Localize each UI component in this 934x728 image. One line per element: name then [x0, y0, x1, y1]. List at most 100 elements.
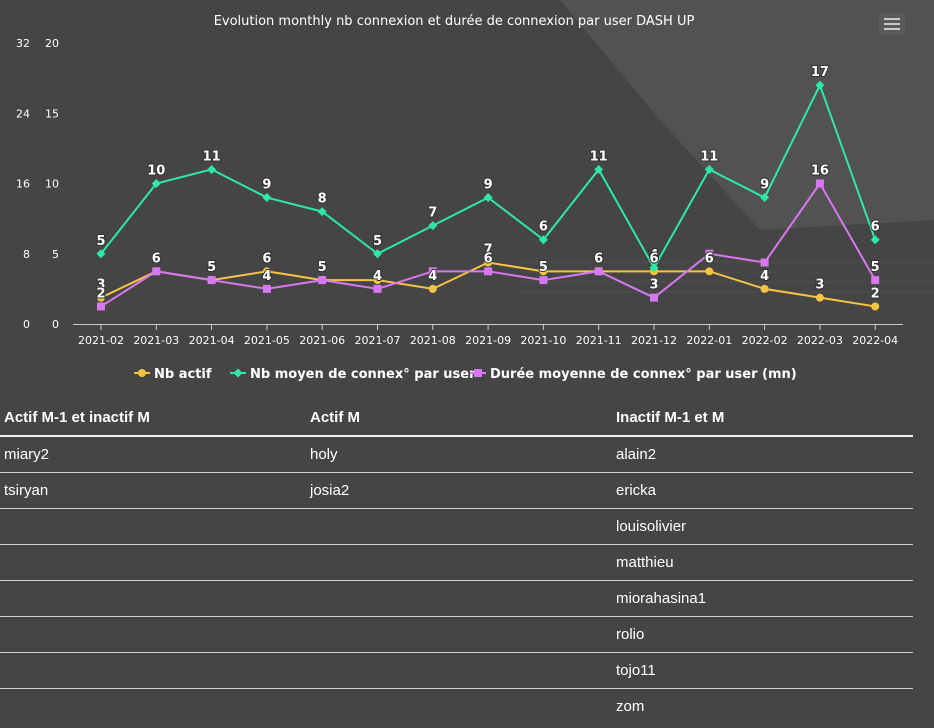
y-tick-label-right: 0 — [52, 318, 59, 331]
x-tick-label: 2021-04 — [189, 334, 235, 347]
point-square-marker — [760, 258, 769, 267]
left-y-axis: 0 8 16 24 32 — [16, 37, 30, 331]
data-label: 4 — [760, 269, 769, 284]
point-circle-marker — [262, 267, 271, 276]
data-label: 6 — [705, 251, 714, 266]
data-label: 5 — [318, 260, 327, 275]
table-cell: rolio — [612, 616, 913, 653]
data-label: 4 — [428, 269, 437, 284]
data-label: 6 — [871, 220, 880, 235]
legend-label: Nb moyen de connex° par user — [250, 367, 476, 382]
table-row: louisolivier — [0, 508, 913, 545]
point-diamond-marker — [538, 235, 548, 245]
table-cell: miary2 — [0, 436, 306, 473]
point-circle-marker — [760, 284, 769, 293]
x-tick-label: 2022-04 — [852, 334, 898, 347]
chart-menu-button[interactable] — [879, 13, 905, 35]
right-y-axis: 0 5 10 15 20 — [45, 37, 59, 331]
series-line — [100, 82, 877, 270]
users-table: Actif M-1 et inactif M Actif M Inactif M… — [0, 400, 913, 724]
x-tick-label: 2021-10 — [520, 334, 566, 347]
data-label: 6 — [649, 251, 658, 266]
data-label: 11 — [700, 149, 718, 164]
table-cell — [0, 544, 306, 581]
point-diamond-marker — [870, 235, 880, 245]
table-row: miorahasina1 — [0, 580, 913, 617]
point-diamond-marker — [207, 164, 217, 174]
data-label: 2 — [96, 286, 105, 301]
data-label: 7 — [428, 206, 437, 221]
point-diamond-marker — [760, 193, 770, 203]
point-circle-marker — [705, 267, 714, 276]
table-cell: tojo11 — [612, 652, 913, 689]
point-diamond-marker — [428, 221, 438, 231]
table-cell: alain2 — [612, 436, 913, 473]
point-diamond-marker — [594, 164, 604, 174]
point-circle-marker — [428, 284, 437, 293]
data-label: 5 — [96, 234, 105, 249]
point-circle-marker — [484, 258, 493, 267]
point-square-marker — [705, 249, 714, 258]
data-label: 10 — [147, 164, 165, 179]
table-cell — [306, 689, 612, 725]
data-label: 4 — [262, 269, 271, 284]
data-label: 3 — [649, 278, 658, 293]
column-header: Actif M — [306, 400, 612, 437]
x-tick-label: 2022-02 — [742, 334, 788, 347]
x-tick-label: 2021-07 — [355, 334, 401, 347]
point-square-marker — [428, 267, 437, 276]
legend-item[interactable]: Nb moyen de connex° par user — [230, 367, 476, 382]
y-tick-label-right: 5 — [52, 248, 59, 261]
y-tick-label-right: 15 — [45, 107, 59, 120]
data-label: 17 — [811, 65, 829, 80]
data-label: 5 — [373, 234, 382, 249]
table-cell: miorahasina1 — [612, 580, 913, 617]
legend-item[interactable]: Durée moyenne de connex° par user (mn) — [470, 367, 797, 382]
point-square-marker — [373, 284, 382, 293]
point-diamond-marker — [815, 80, 825, 90]
data-label: 6 — [594, 251, 603, 266]
table-header-row: Actif M-1 et inactif M Actif M Inactif M… — [0, 400, 913, 437]
point-diamond-marker — [151, 179, 161, 188]
table-cell — [0, 508, 306, 545]
data-label: 3 — [815, 278, 824, 293]
data-label: 6 — [539, 220, 548, 235]
point-diamond-marker — [483, 193, 493, 203]
x-tick-label: 2021-03 — [133, 334, 179, 347]
y-tick-label-right: 10 — [45, 178, 59, 191]
data-label: 11 — [590, 149, 608, 164]
table-row: rolio — [0, 616, 913, 653]
data-label: 9 — [262, 178, 271, 193]
legend-label: Nb actif — [154, 367, 212, 382]
x-tick-label: 2021-11 — [576, 334, 622, 347]
point-diamond-marker — [373, 249, 382, 259]
x-tick-label: 2021-02 — [78, 334, 124, 347]
x-tick-label: 2021-12 — [631, 334, 677, 347]
y-tick-label-left: 32 — [16, 37, 30, 50]
x-axis: 2021-02 2021-03 2021-04 2021-05 2021-06 2021-… — [78, 324, 898, 347]
legend[interactable]: Nb actif Nb moyen de connex° par user Duré… — [134, 367, 797, 382]
legend-item[interactable]: Nb actif — [134, 367, 212, 382]
table-cell: zom — [616, 698, 645, 715]
line-chart: Evolution monthly nb connexion et durée … — [16, 14, 903, 382]
data-label: 6 — [152, 251, 161, 266]
table-cell: louisolivier — [612, 508, 913, 545]
y-tick-label-left: 24 — [16, 107, 30, 120]
table-cell — [306, 652, 612, 689]
point-diamond-marker — [317, 207, 327, 217]
data-label: 8 — [318, 192, 327, 207]
hamburger-menu-icon — [884, 18, 900, 30]
data-label: 4 — [373, 269, 382, 284]
data-label: 4 — [649, 248, 658, 263]
table-cell: matthieu — [612, 544, 913, 581]
data-label: 2 — [871, 286, 880, 301]
y-tick-label-left: 0 — [23, 318, 30, 331]
x-tick-label: 2021-08 — [410, 334, 456, 347]
table-row: tsiryan josia2 ericka — [0, 472, 913, 509]
point-square-marker — [152, 267, 161, 276]
y-tick-label-left: 16 — [16, 178, 30, 191]
point-circle-marker — [97, 293, 105, 302]
data-label: 9 — [484, 178, 493, 193]
point-square-marker — [318, 276, 327, 285]
point-square-marker — [539, 276, 548, 285]
